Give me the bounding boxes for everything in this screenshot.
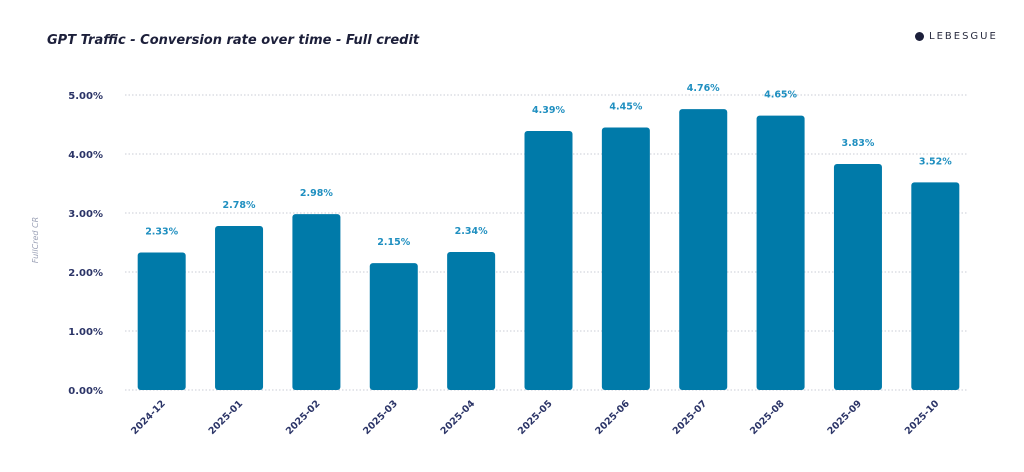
data-label: 2.33% (145, 227, 178, 238)
data-label: 3.52% (919, 156, 952, 167)
chart-title: GPT Traffic - Conversion rate over time … (47, 33, 420, 48)
data-label: 2.34% (455, 226, 488, 237)
y-tick-label: 3.00% (68, 209, 103, 220)
y-tick-label: 1.00% (68, 327, 103, 338)
data-label: 2.15% (377, 237, 410, 248)
x-tick-label: 2025-04 (439, 398, 478, 437)
data-label: 4.39% (532, 105, 565, 116)
bar (524, 130, 573, 391)
bar (215, 225, 264, 390)
y-tick-label: 4.00% (68, 150, 103, 161)
data-label: 3.83% (841, 138, 874, 149)
data-label: 4.65% (764, 90, 797, 101)
x-tick-label: 2025-06 (593, 398, 632, 437)
bar (137, 252, 186, 390)
y-tick-label: 0.00% (68, 386, 103, 397)
x-tick-label: 2025-07 (671, 398, 710, 437)
x-tick-label: 2025-01 (207, 398, 246, 437)
x-tick-label: 2025-09 (825, 398, 864, 437)
data-label: 4.76% (687, 83, 720, 94)
lebesgue-logo-icon (915, 32, 924, 41)
x-tick-label: 2025-05 (516, 398, 555, 437)
x-tick-label: 2025-08 (748, 398, 787, 437)
bar (756, 115, 805, 391)
data-label: 2.98% (300, 188, 333, 199)
logo-text: LEBESGUE (929, 31, 998, 42)
bar (911, 182, 960, 390)
bar (447, 251, 496, 390)
bar (601, 127, 650, 390)
bar (369, 263, 418, 390)
bar (679, 109, 728, 390)
logo: LEBESGUE (915, 31, 998, 42)
y-tick-label: 2.00% (68, 268, 103, 279)
x-tick-label: 2025-10 (903, 398, 942, 437)
y-axis-label: FullCred CR (31, 217, 40, 263)
x-tick-label: 2025-03 (361, 398, 400, 437)
x-tick-label: 2024-12 (129, 398, 168, 437)
data-label: 4.45% (609, 101, 642, 112)
bar (833, 164, 882, 390)
bar (292, 214, 341, 390)
data-label: 2.78% (223, 200, 256, 211)
y-tick-label: 5.00% (68, 91, 103, 102)
x-tick-label: 2025-02 (284, 398, 323, 437)
